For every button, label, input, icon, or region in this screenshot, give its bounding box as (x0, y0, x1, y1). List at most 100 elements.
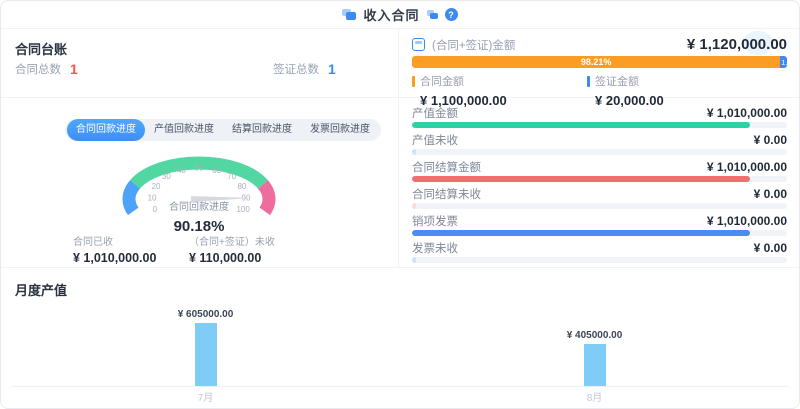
bar-july (194, 322, 217, 386)
row-value: ¥ 0.00 (753, 241, 787, 255)
gauge-value: 90.18% (174, 218, 225, 235)
row-settlement-unreceived: 合同结算未收 ¥ 0.00 (412, 186, 787, 213)
x-label-july: 7月 (197, 393, 214, 404)
svg-text:0: 0 (153, 205, 158, 214)
progress-track (412, 230, 787, 236)
progress-fill (412, 176, 751, 182)
unreceived-label: （合同+签证）未收 (189, 237, 275, 248)
progress-fill (412, 257, 416, 263)
legend-swatch (587, 75, 590, 87)
help-icon[interactable]: ? (444, 8, 458, 21)
progress-track (412, 122, 787, 128)
unreceived-stat: （合同+签证）未收 ¥ 110,000.00 (189, 233, 275, 265)
row-label: 合同结算未收 (412, 189, 481, 201)
page-title: 收入合同 (363, 8, 420, 23)
legend-label: 签证金额 (595, 76, 639, 88)
summary-total: ¥ 1,120,000.00 (686, 36, 787, 53)
row-output-amount: 产值金额 ¥ 1,010,000.00 (412, 105, 787, 132)
folder-small-icon (426, 10, 438, 19)
unreceived-value: ¥ 110,000.00 (189, 251, 262, 265)
svg-text:10: 10 (148, 193, 157, 202)
progress-tabs: 合同回款进度 产值回款进度 结算回款进度 发票回款进度 (65, 119, 381, 141)
legend-value: ¥ 1,100,000.00 (420, 93, 507, 108)
summary-title: (合同+签证)金额 (432, 39, 516, 52)
row-value: ¥ 0.00 (753, 133, 787, 147)
svg-text:50: 50 (195, 164, 204, 173)
decor-circle (743, 31, 773, 55)
bar-value-label: ¥ 405000.00 (566, 329, 623, 341)
folder-icon (342, 9, 357, 20)
amount-split-bar: 98.21% 1.. (412, 56, 787, 68)
gauge-name: 合同回款进度 (169, 200, 229, 213)
gauge-needle (190, 196, 253, 203)
visa-amount-segment: 1.. (780, 56, 787, 68)
legend-label: 合同金额 (420, 76, 464, 88)
legend-contract-amount: 合同金额 ¥ 1,100,000.00 (412, 73, 507, 108)
row-label: 产值未收 (412, 135, 458, 147)
svg-text:80: 80 (237, 182, 246, 191)
summary-panel: (合同+签证)金额 ¥ 1,120,000.00 98.21% 1.. 合同金额… (399, 29, 799, 267)
svg-text:30: 30 (162, 172, 171, 181)
monthly-bar-chart: ¥ 605000.00 ¥ 405000.00 (11, 268, 789, 387)
row-output-invoice: 销项发票 ¥ 1,010,000.00 (412, 213, 787, 240)
bar-group-july: ¥ 605000.00 (11, 309, 400, 386)
received-label: 合同已收 (73, 237, 113, 248)
received-value: ¥ 1,010,000.00 (73, 251, 157, 265)
row-output-unreceived: 产值未收 ¥ 0.00 (412, 132, 787, 159)
ledger-title: 合同台账 (15, 42, 68, 57)
row-settlement-amount: 合同结算金额 ¥ 1,010,000.00 (412, 159, 787, 186)
tab-settlement-progress[interactable]: 结算回款进度 (232, 124, 292, 135)
amount-rows: 产值金额 ¥ 1,010,000.00 产值未收 ¥ 0.00 (412, 105, 787, 267)
vertical-divider (398, 29, 399, 267)
tab-invoice-progress[interactable]: 发票回款进度 (310, 124, 370, 135)
contract-count-stat: 合同总数 1 (15, 61, 78, 77)
visa-count-label: 签证总数 (273, 64, 319, 76)
svg-text:40: 40 (177, 166, 186, 175)
row-label: 发票未收 (412, 243, 458, 255)
row-label: 合同结算金额 (412, 162, 481, 174)
bar-value-label: ¥ 605000.00 (177, 308, 234, 320)
horizontal-divider (1, 97, 799, 98)
tab-contract-progress[interactable]: 合同回款进度 (67, 119, 145, 141)
visa-count-stat: 签证总数 1 (273, 61, 336, 77)
gauge-chart: 合同回款进度 90.18% 0102030405060708090100 (122, 156, 276, 235)
progress-fill (412, 203, 416, 209)
row-value: ¥ 0.00 (753, 187, 787, 201)
svg-text:60: 60 (212, 166, 221, 175)
row-label: 销项发票 (412, 216, 458, 228)
bar-august (583, 343, 606, 386)
legend-value: ¥ 20,000.00 (595, 93, 664, 108)
received-stat: 合同已收 ¥ 1,010,000.00 (73, 233, 156, 265)
main-area: 合同台账 合同总数 1 签证总数 1 合同回款进度 产值回款进度 结算回款进度 … (1, 29, 799, 267)
page-header: 收入合同 ? (1, 1, 799, 29)
progress-track (412, 257, 787, 263)
row-invoice-unreceived: 发票未收 ¥ 0.00 (412, 240, 787, 267)
x-axis-labels: 7月 8月 (11, 389, 789, 404)
contract-amount-segment: 98.21% (412, 56, 781, 68)
row-label: 产值金额 (412, 108, 458, 120)
svg-text:70: 70 (227, 172, 236, 181)
x-label-august: 8月 (586, 393, 603, 404)
progress-fill (412, 230, 751, 236)
tab-output-progress[interactable]: 产值回款进度 (154, 124, 214, 135)
document-icon (412, 38, 425, 51)
row-value: ¥ 1,010,000.00 (706, 160, 787, 174)
legend-swatch (412, 75, 415, 87)
progress-track (412, 149, 787, 155)
row-value: ¥ 1,010,000.00 (706, 106, 787, 120)
monthly-title: 月度产值 (15, 283, 68, 298)
visa-count-value: 1 (328, 61, 336, 77)
svg-text:100: 100 (236, 205, 250, 214)
contract-count-label: 合同总数 (15, 64, 61, 76)
summary-header: (合同+签证)金额 ¥ 1,120,000.00 (412, 36, 787, 53)
monthly-output-section: 月度产值 ¥ 605000.00 ¥ 405000.00 7月 8月 (1, 267, 799, 408)
row-value: ¥ 1,010,000.00 (706, 214, 787, 228)
bar-group-august: ¥ 405000.00 (400, 330, 789, 386)
svg-text:20: 20 (152, 182, 161, 191)
progress-fill (412, 149, 416, 155)
progress-track (412, 176, 787, 182)
progress-fill (412, 122, 751, 128)
contract-count-value: 1 (70, 61, 78, 77)
legend-visa-amount: 签证金额 ¥ 20,000.00 (587, 73, 664, 108)
